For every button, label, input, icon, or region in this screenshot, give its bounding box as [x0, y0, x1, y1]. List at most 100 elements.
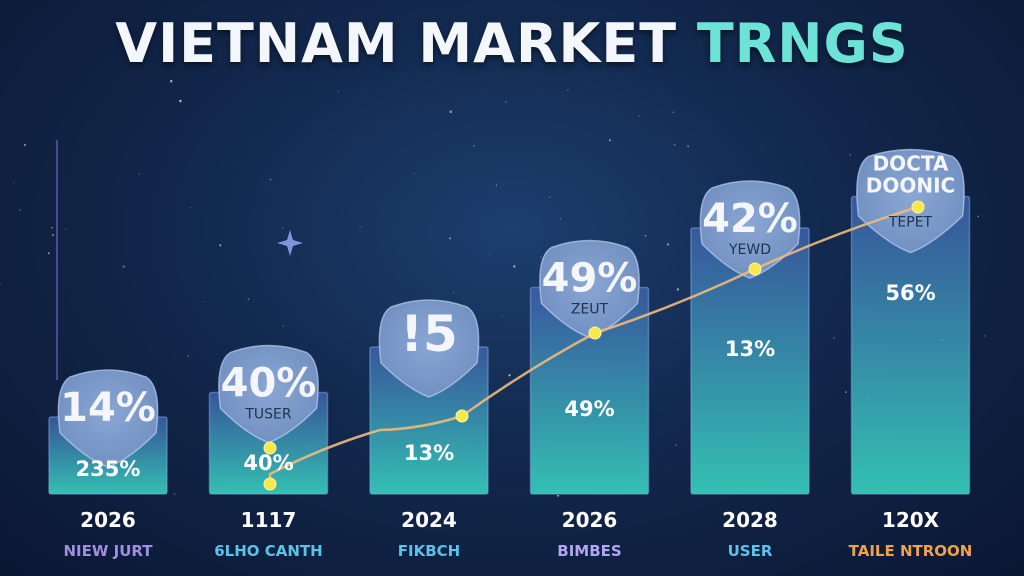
year-label: 1117 [241, 508, 297, 532]
badge-value-line: DOONIC [866, 174, 955, 198]
chart-title-accent: TRNGS [696, 12, 909, 75]
star [644, 235, 647, 237]
bar-inner-label: 235% [76, 457, 141, 481]
star [472, 144, 475, 147]
star [608, 139, 611, 142]
badge-value: !5 [400, 305, 458, 363]
star [173, 493, 176, 495]
badge-value: 49% [542, 256, 638, 302]
star [675, 444, 677, 446]
trend-marker [748, 262, 762, 276]
badge-value: 40% [221, 361, 317, 407]
trend-marker [263, 477, 277, 491]
chart-title: VIETNAM MARKET TRNGS [0, 6, 1024, 82]
star [23, 143, 27, 146]
year-label: 2024 [401, 508, 457, 532]
star [489, 253, 490, 255]
star [557, 494, 560, 497]
star [982, 295, 983, 297]
star [567, 89, 569, 91]
star [672, 111, 675, 114]
star [282, 325, 284, 327]
trend-marker [455, 409, 469, 423]
star [513, 265, 516, 268]
badge-value: 42% [702, 196, 798, 242]
star [508, 374, 511, 377]
star [338, 91, 339, 93]
star [0, 283, 1, 286]
bar-inner-label: 56% [885, 281, 935, 305]
category-label: BIMBES [557, 542, 621, 560]
star [505, 101, 507, 103]
value-badge [378, 299, 480, 398]
category-label: TAILE NTROON [849, 542, 973, 560]
star [666, 243, 670, 246]
badge-subtitle: YEWD [728, 242, 771, 258]
sparkle-icon [277, 230, 303, 256]
bar-inner-label: 13% [725, 337, 775, 361]
chart-title-main: VIETNAM MARKET [115, 12, 697, 75]
star [849, 154, 851, 156]
star [453, 292, 455, 294]
star [540, 256, 542, 258]
value-badge [699, 180, 801, 279]
star [687, 145, 689, 148]
bar-inner-label: 49% [564, 397, 614, 421]
star [845, 391, 847, 393]
trend-line [268, 205, 920, 486]
star [47, 252, 50, 255]
star [52, 234, 54, 236]
star [170, 80, 173, 83]
star [204, 300, 206, 303]
star [977, 215, 979, 218]
star [269, 178, 272, 181]
star [449, 237, 451, 240]
badge-subtitle: TUSER [244, 407, 292, 423]
star [51, 227, 53, 229]
badge-subtitle: ZEUT [571, 302, 609, 318]
star [833, 337, 835, 339]
category-label: NIEW JURT [63, 542, 153, 560]
badge-value: 14% [60, 385, 156, 431]
star [282, 227, 284, 229]
star [449, 110, 453, 113]
star [676, 288, 680, 291]
star [190, 207, 192, 209]
value-badge [57, 369, 159, 468]
value-badge [539, 239, 640, 339]
category-label: USER [728, 542, 773, 560]
trend-marker [263, 441, 277, 455]
star [122, 265, 125, 268]
star [808, 136, 811, 138]
star [634, 121, 635, 123]
star [821, 252, 823, 254]
bar-inner-label: 40% [243, 451, 293, 475]
year-label: 2026 [80, 508, 136, 532]
star [179, 99, 182, 103]
star [219, 244, 222, 247]
badge-value-line: DOCTA [873, 152, 949, 176]
year-label: 2028 [722, 508, 778, 532]
star [18, 209, 21, 212]
star [413, 173, 416, 175]
badge-subtitle: TEPET [888, 215, 933, 231]
star [501, 315, 503, 316]
star [984, 335, 986, 337]
star [64, 228, 67, 231]
star [359, 226, 361, 228]
star [172, 95, 174, 97]
star [247, 298, 250, 301]
category-label: 6LHO CANTH [214, 542, 322, 560]
category-label: FIKBCH [398, 542, 460, 560]
trend-marker [911, 200, 925, 214]
star [559, 218, 561, 220]
star [673, 143, 676, 146]
year-label: 120X [882, 508, 940, 532]
star [495, 184, 498, 187]
star [138, 173, 141, 175]
value-badge [218, 344, 319, 444]
star [548, 196, 551, 198]
star [638, 115, 640, 118]
star [624, 240, 626, 242]
